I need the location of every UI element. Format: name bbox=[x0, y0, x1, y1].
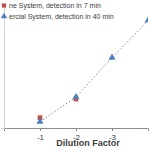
x-axis-line bbox=[5, 129, 149, 132]
x-tick: -1 bbox=[37, 128, 45, 142]
legend-label: ercial System, detection in 40 min bbox=[9, 13, 114, 21]
chart: -1-2-3Dilution Factorne System, detectio… bbox=[0, 0, 150, 150]
legend-marker bbox=[2, 3, 6, 7]
plot-area bbox=[36, 16, 148, 123]
legend-marker bbox=[1, 13, 7, 19]
point bbox=[144, 16, 148, 22]
legend: ne System, detection in 7 min ercial Syst… bbox=[1, 2, 114, 21]
x-tick-label: -1 bbox=[37, 133, 45, 142]
y-axis bbox=[1, 5, 5, 129]
x-tick-mark bbox=[40, 128, 41, 131]
point bbox=[36, 118, 43, 124]
x-tick-mark bbox=[76, 128, 77, 131]
point bbox=[108, 54, 115, 60]
point bbox=[72, 93, 79, 99]
legend-label: ne System, detection in 7 min bbox=[9, 2, 101, 10]
x-tick-mark bbox=[112, 128, 113, 131]
x-axis-title: Dilution Factor bbox=[56, 138, 120, 148]
series-line bbox=[40, 21, 148, 122]
y-axis-line bbox=[1, 5, 5, 129]
